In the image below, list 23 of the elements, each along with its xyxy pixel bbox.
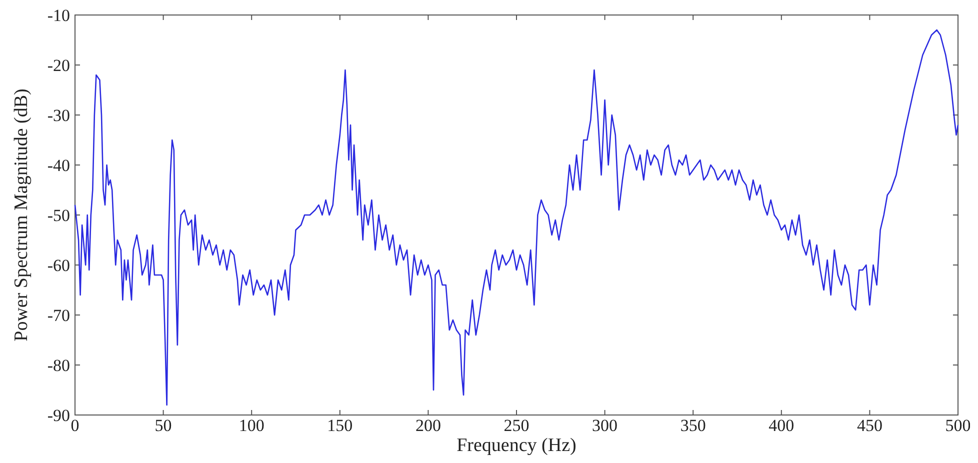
y-tick-label: -50 <box>47 206 70 225</box>
x-tick-label: 200 <box>415 416 441 435</box>
x-tick-label: 450 <box>856 416 882 435</box>
x-tick-label: 0 <box>70 416 80 435</box>
x-tick-label: 400 <box>768 416 794 435</box>
y-tick-label: -30 <box>47 106 70 125</box>
x-tick-label: 250 <box>504 416 530 435</box>
x-tick-label: 100 <box>238 416 264 435</box>
x-tick-label: 150 <box>327 416 353 435</box>
x-tick-label: 50 <box>154 416 172 435</box>
x-axis-title: Frequency (Hz) <box>456 435 576 456</box>
y-axis-title: Power Spectrum Magnitude (dB) <box>11 88 32 342</box>
x-tick-label: 350 <box>680 416 706 435</box>
x-tick-label: 300 <box>592 416 618 435</box>
y-tick-label: -40 <box>47 156 70 175</box>
y-tick-label: -60 <box>47 256 70 275</box>
y-tick-label: -20 <box>47 56 70 75</box>
y-tick-label: -80 <box>47 356 70 375</box>
y-tick-label: -10 <box>47 6 70 25</box>
y-tick-label: -90 <box>47 406 70 425</box>
y-tick-label: -70 <box>47 306 70 325</box>
line-series <box>74 29 959 406</box>
x-tick-label: 500 <box>945 416 971 435</box>
